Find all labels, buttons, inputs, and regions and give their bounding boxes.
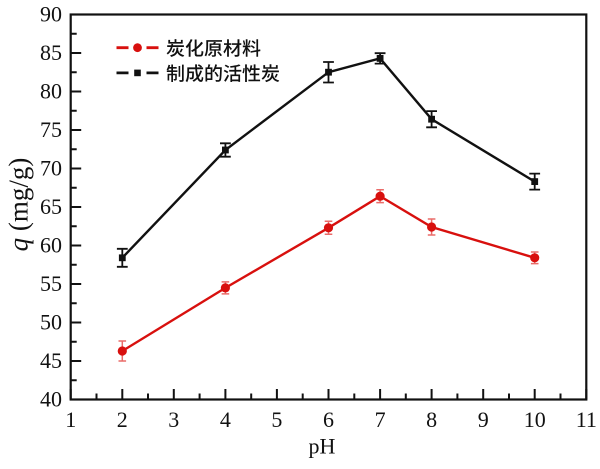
svg-text:45: 45 (40, 348, 62, 373)
svg-text:70: 70 (40, 155, 62, 180)
svg-text:90: 90 (40, 1, 62, 26)
svg-text:11: 11 (576, 407, 597, 432)
svg-text:65: 65 (40, 194, 62, 219)
svg-text:7: 7 (375, 407, 386, 432)
svg-text:85: 85 (40, 40, 62, 65)
svg-text:1: 1 (65, 407, 76, 432)
svg-text:q (mg/g): q (mg/g) (4, 158, 34, 252)
svg-text:60: 60 (40, 232, 62, 257)
svg-text:75: 75 (40, 117, 62, 142)
svg-text:4: 4 (220, 407, 231, 432)
svg-text:80: 80 (40, 78, 62, 103)
svg-text:5: 5 (271, 407, 282, 432)
svg-text:8: 8 (426, 407, 437, 432)
svg-text:55: 55 (40, 271, 62, 296)
svg-text:2: 2 (117, 407, 128, 432)
svg-text:3: 3 (168, 407, 179, 432)
svg-text:9: 9 (478, 407, 489, 432)
svg-text:40: 40 (40, 386, 62, 411)
svg-text:pH: pH (309, 434, 336, 459)
svg-text:6: 6 (323, 407, 334, 432)
svg-text:50: 50 (40, 309, 62, 334)
svg-text:10: 10 (524, 407, 546, 432)
